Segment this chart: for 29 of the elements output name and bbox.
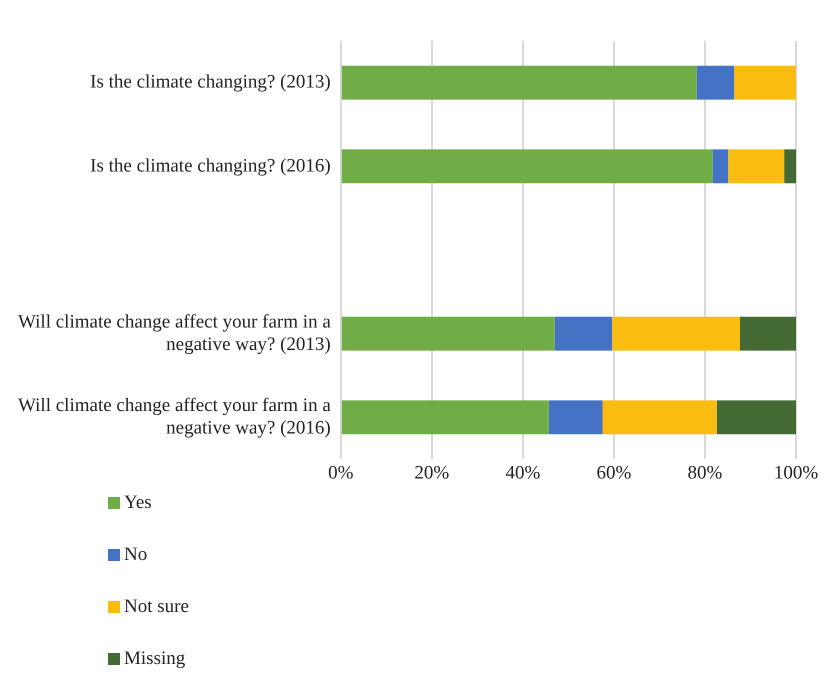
bar	[602, 400, 717, 434]
bar	[728, 149, 784, 184]
bar	[342, 66, 697, 100]
x-tick-label: 100%	[774, 462, 818, 484]
bar	[716, 400, 796, 434]
bar	[784, 149, 796, 184]
bar	[696, 66, 734, 100]
bar	[342, 149, 713, 184]
x-tick-label: 80%	[688, 462, 723, 484]
bar	[342, 316, 555, 351]
legend-label: Yes	[124, 492, 152, 514]
bar	[342, 400, 549, 434]
y-tick-label: Is the climate changing? (2013)	[90, 72, 331, 93]
bar	[548, 400, 603, 434]
bar	[734, 66, 796, 100]
bar	[740, 316, 796, 351]
x-tick-label: 20%	[414, 462, 450, 484]
x-tick-label: 0%	[328, 462, 354, 484]
y-tick-label: Will climate change affect your farm in a negative way? (2016)	[18, 394, 332, 439]
y-tick-label: Is the climate changing? (2016)	[90, 155, 331, 176]
y-tick-label: Will climate change affect your farm in a negative way? (2013)	[18, 311, 332, 356]
bar	[554, 316, 612, 351]
bar	[712, 149, 728, 184]
legend-label: Not sure	[124, 596, 189, 618]
legend-label: No	[124, 544, 148, 566]
legend-label: Missing	[124, 648, 186, 670]
bar	[612, 316, 740, 351]
x-tick-label: 40%	[505, 462, 540, 484]
x-tick-label: 60%	[596, 462, 632, 484]
